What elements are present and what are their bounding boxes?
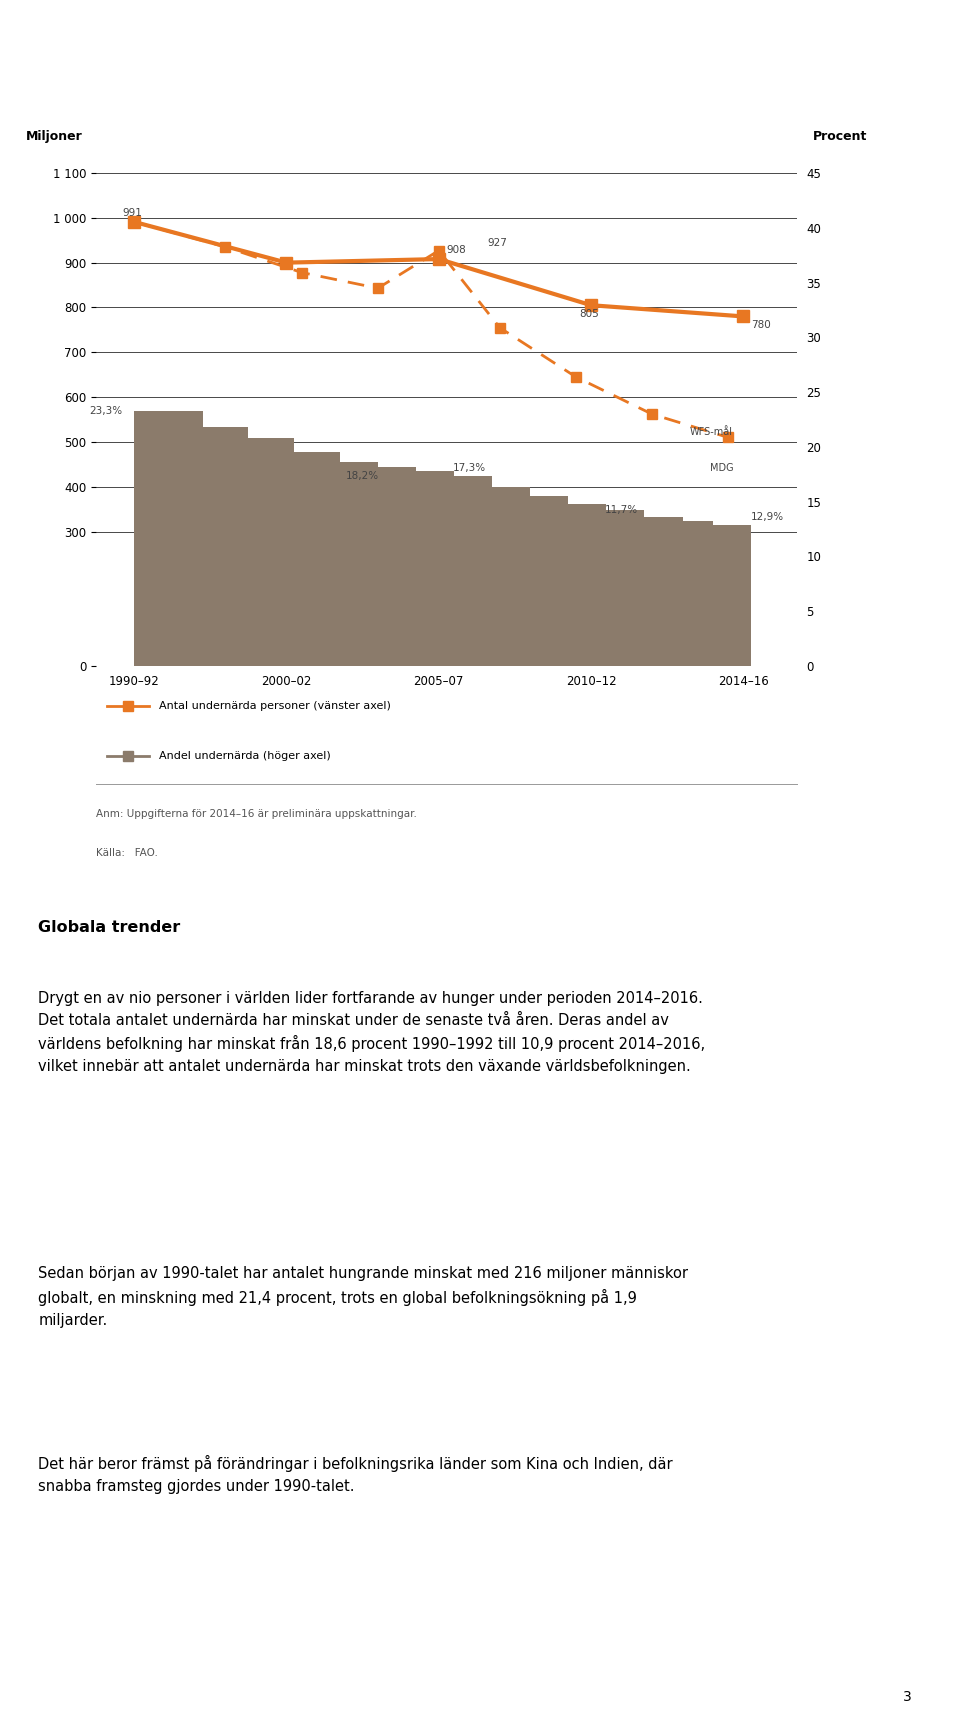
Bar: [568, 503, 607, 666]
Text: 991: 991: [122, 208, 142, 218]
Text: Antal undernärda personer (vänster axel): Antal undernärda personer (vänster axel): [159, 701, 391, 711]
Text: Procent: Procent: [812, 130, 867, 144]
Text: MDG: MDG: [710, 464, 733, 474]
Bar: [294, 452, 340, 666]
Bar: [249, 438, 294, 666]
Bar: [454, 476, 492, 666]
Text: Källa:   FAO.: Källa: FAO.: [96, 848, 157, 858]
Text: 17,3%: 17,3%: [453, 464, 486, 472]
Bar: [203, 427, 249, 666]
Text: Drygt en av nio personer i världen lider fortfarande av hunger under perioden 20: Drygt en av nio personer i världen lider…: [38, 991, 706, 1074]
Bar: [134, 410, 203, 666]
Text: 805: 805: [579, 310, 599, 318]
Text: 12,9%: 12,9%: [751, 512, 784, 522]
Text: 18,2%: 18,2%: [346, 471, 379, 481]
Text: 23,3%: 23,3%: [88, 407, 122, 415]
Bar: [607, 510, 644, 666]
Text: Andel undernärda (höger axel): Andel undernärda (höger axel): [159, 751, 331, 761]
Text: Sedan början av 1990-talet har antalet hungrande minskat med 216 miljoner männis: Sedan början av 1990-talet har antalet h…: [38, 1266, 688, 1327]
Text: 927: 927: [488, 237, 507, 247]
Text: Miljoner: Miljoner: [26, 130, 83, 144]
Bar: [530, 497, 568, 666]
Bar: [644, 517, 683, 666]
Text: Undernäring i utvecklingsländerna: prognoser och verkliga
framsteg mot millennie: Undernäring i utvecklingsländerna: progn…: [50, 35, 399, 78]
Text: 780: 780: [751, 320, 771, 330]
Text: 3: 3: [903, 1690, 912, 1704]
Text: 908: 908: [446, 246, 467, 256]
Text: WFS-mål: WFS-mål: [690, 427, 733, 438]
Bar: [378, 467, 416, 666]
Text: Globala trender: Globala trender: [38, 920, 180, 934]
Text: Det här beror främst på förändringar i befolkningsrika länder som Kina och Indie: Det här beror främst på förändringar i b…: [38, 1455, 673, 1495]
Bar: [683, 521, 713, 666]
Bar: [416, 471, 454, 666]
Text: Anm: Uppgifterna för 2014–16 är preliminära uppskattningar.: Anm: Uppgifterna för 2014–16 är prelimin…: [96, 810, 417, 818]
Bar: [713, 524, 751, 666]
Bar: [492, 488, 530, 666]
Text: 11,7%: 11,7%: [605, 505, 638, 516]
Bar: [340, 462, 378, 666]
